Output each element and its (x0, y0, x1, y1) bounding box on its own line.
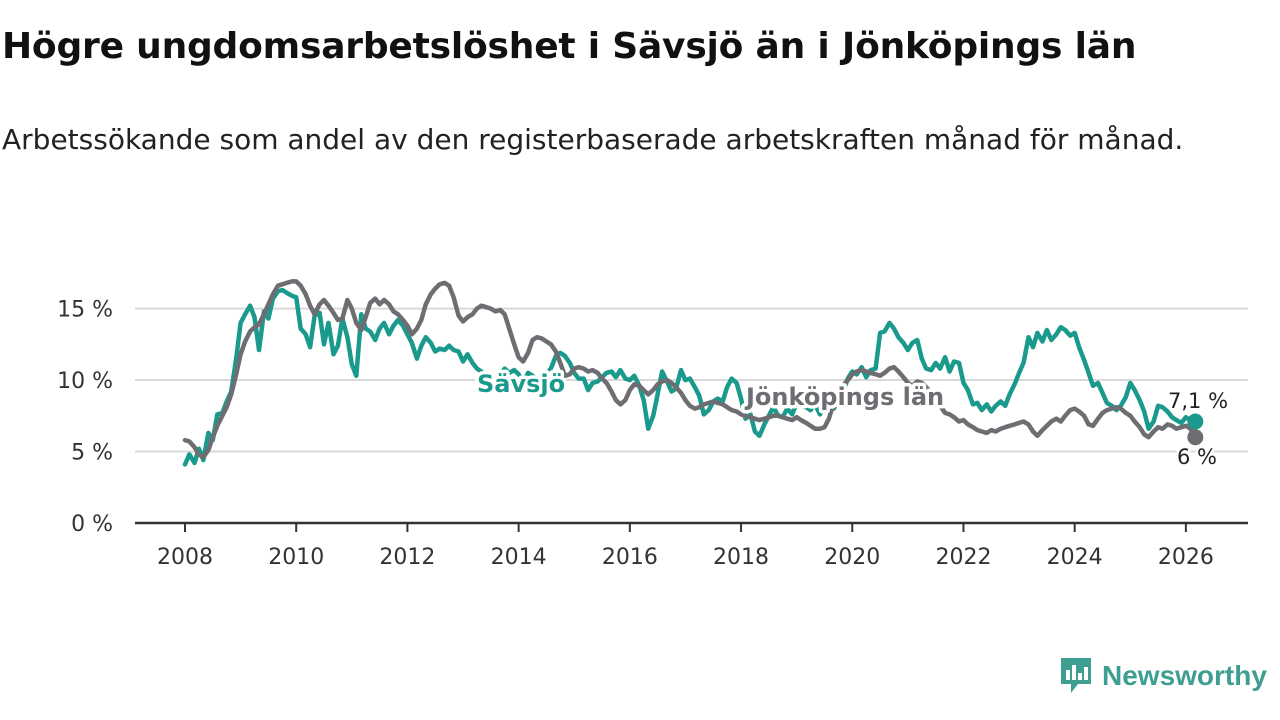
x-axis-ticks: 2008 2010 2012 2014 2016 2018 2020 2022 2024 2026 (157, 523, 1214, 570)
series-label-jonkopings-lan: Jönköpings län (744, 383, 944, 411)
end-point-savsjo (1187, 413, 1204, 430)
brand-name: Newsworthy (1102, 660, 1267, 691)
series-lines (182, 279, 1204, 467)
x-tick-label-2020: 2020 (824, 545, 880, 570)
chart-title: Högre ungdomsarbetslöshet i Sävsjö än i … (2, 26, 1137, 67)
newsworthy-logo-icon (1061, 658, 1091, 693)
end-value-label-jonkopings-lan: 6 % (1177, 445, 1217, 469)
x-tick-label-2026: 2026 (1158, 545, 1214, 570)
x-tick-label-2022: 2022 (935, 545, 991, 570)
series-label-savsjo: Sävsjö (477, 370, 565, 398)
chart-subtitle: Arbetssökande som andel av den registerb… (2, 123, 1184, 156)
series-line-jonkopings-lan (182, 279, 1198, 460)
y-tick-label-10: 10 % (57, 369, 113, 394)
end-point-jonkopings-lan (1187, 429, 1204, 446)
x-tick-label-2018: 2018 (713, 545, 769, 570)
x-tick-label-2016: 2016 (602, 545, 658, 570)
x-tick-label-2008: 2008 (157, 545, 213, 570)
series-labels: Sävsjö Jönköpings län 7,1 % 6 % (474, 367, 1231, 472)
y-axis-ticks: 0 % 5 % 10 % 15 % (57, 298, 113, 537)
x-tick-label-2010: 2010 (268, 545, 324, 570)
y-tick-label-0: 0 % (71, 512, 113, 537)
newsworthy-brand: Newsworthy (1058, 655, 1267, 697)
x-tick-label-2012: 2012 (379, 545, 435, 570)
x-tick-label-2014: 2014 (491, 545, 547, 570)
end-value-label-savsjo: 7,1 % (1168, 389, 1228, 413)
y-tick-label-5: 5 % (71, 441, 113, 466)
x-tick-label-2024: 2024 (1047, 545, 1103, 570)
series-line-savsjo (182, 287, 1198, 467)
y-tick-label-15: 15 % (57, 298, 113, 323)
